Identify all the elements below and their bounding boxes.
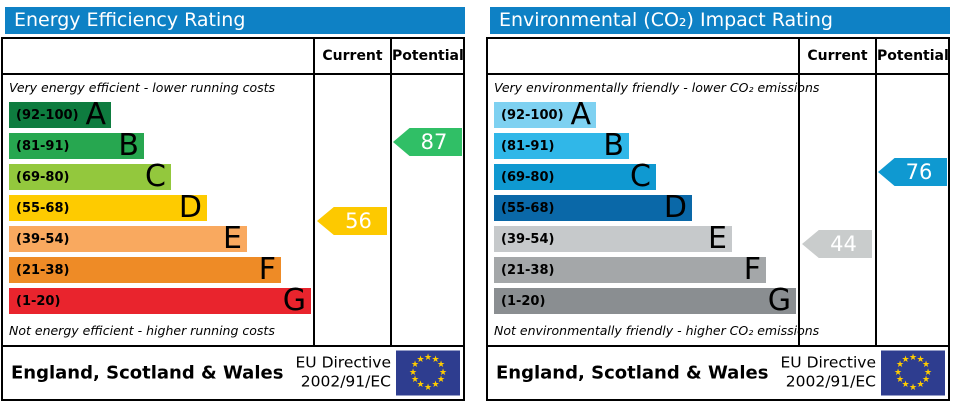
band-letter: F xyxy=(258,252,276,287)
bottom-caption: Not energy efficient - higher running co… xyxy=(9,323,275,338)
band-letter: C xyxy=(630,159,651,194)
column-header-current: Current xyxy=(807,48,868,64)
band-letter: B xyxy=(603,128,624,163)
potential-rating-arrow: 87 xyxy=(393,128,462,156)
region-label: England, Scotland & Wales xyxy=(496,362,769,384)
band-range: (69-80) xyxy=(16,169,70,185)
current-rating-value: 44 xyxy=(830,232,857,256)
potential-rating-arrow: 76 xyxy=(878,158,947,186)
eu-flag-stars-icon: ★ ★ ★ ★ ★ ★ ★ ★ ★ ★ ★ ★ xyxy=(893,352,933,393)
current-rating-arrow: 44 xyxy=(802,230,872,258)
band-range: (39-54) xyxy=(16,231,70,247)
column-divider xyxy=(875,39,877,345)
current-rating-value: 56 xyxy=(345,209,372,233)
potential-rating-value: 87 xyxy=(420,130,448,154)
band-row-a: (92-100) A xyxy=(9,97,111,132)
band-letter: E xyxy=(708,221,727,256)
top-caption: Very environmentally friendly - lower CO… xyxy=(494,80,820,95)
region-label: England, Scotland & Wales xyxy=(11,362,284,384)
panel-footer: England, Scotland & Wales EU Directive 2… xyxy=(488,347,948,399)
band-letter: A xyxy=(570,97,591,132)
band-row-f: (21-38) F xyxy=(9,252,281,287)
band-letter: F xyxy=(743,252,761,287)
band-range: (21-38) xyxy=(16,262,70,278)
band-range: (1-20) xyxy=(501,293,546,309)
panel-title: Environmental (CO₂) Impact Rating xyxy=(490,7,950,34)
band-range: (92-100) xyxy=(16,107,79,123)
band-row-e: (39-54) E xyxy=(9,221,247,256)
rating-table: Current Potential Very environmentally f… xyxy=(486,37,950,401)
eu-flag-stars-icon: ★ ★ ★ ★ ★ ★ ★ ★ ★ ★ ★ ★ xyxy=(408,352,448,393)
band-letter: B xyxy=(118,128,139,163)
band-row-d: (55-68) D xyxy=(494,190,692,225)
band-row-f: (21-38) F xyxy=(494,252,766,287)
band-row-a: (92-100) A xyxy=(494,97,596,132)
band-letter: A xyxy=(85,97,106,132)
rating-table: Current Potential Very energy efficient … xyxy=(1,37,465,401)
eu-directive-label: EU Directive 2002/91/EC xyxy=(780,353,877,391)
band-letter: G xyxy=(767,283,791,318)
band-range: (81-91) xyxy=(501,138,555,154)
band-range: (55-68) xyxy=(16,200,70,216)
band-letter: E xyxy=(223,221,242,256)
panel-footer: England, Scotland & Wales EU Directive 2… xyxy=(3,347,463,399)
footer-separator xyxy=(488,345,948,347)
band-range: (69-80) xyxy=(501,169,555,185)
band-range: (92-100) xyxy=(501,107,564,123)
band-letter: C xyxy=(145,159,166,194)
energy-efficiency-panel: Energy Efficiency Rating Current Potenti… xyxy=(1,0,465,404)
band-row-e: (39-54) E xyxy=(494,221,732,256)
panel-title: Energy Efficiency Rating xyxy=(5,7,465,34)
column-header-current: Current xyxy=(322,48,383,64)
band-row-g: (1-20) G xyxy=(9,283,311,318)
band-letter: D xyxy=(178,190,202,225)
eu-flag: ★ ★ ★ ★ ★ ★ ★ ★ ★ ★ ★ ★ xyxy=(396,350,460,396)
band-range: (39-54) xyxy=(501,231,555,247)
band-range: (21-38) xyxy=(501,262,555,278)
header-separator xyxy=(3,73,463,75)
band-range: (55-68) xyxy=(501,200,555,216)
header-separator xyxy=(488,73,948,75)
bottom-caption: Not environmentally friendly - higher CO… xyxy=(494,323,820,338)
band-row-c: (69-80) C xyxy=(9,159,171,194)
band-row-b: (81-91) B xyxy=(494,128,629,163)
band-row-d: (55-68) D xyxy=(9,190,207,225)
potential-rating-value: 76 xyxy=(905,160,933,184)
band-range: (1-20) xyxy=(16,293,61,309)
band-row-g: (1-20) G xyxy=(494,283,796,318)
band-letter: D xyxy=(663,190,687,225)
column-header-potential: Potential xyxy=(877,48,949,64)
band-range: (81-91) xyxy=(16,138,70,154)
column-divider xyxy=(313,39,315,345)
band-row-c: (69-80) C xyxy=(494,159,656,194)
eu-flag: ★ ★ ★ ★ ★ ★ ★ ★ ★ ★ ★ ★ xyxy=(881,350,945,396)
column-header-potential: Potential xyxy=(392,48,464,64)
eu-directive-label: EU Directive 2002/91/EC xyxy=(295,353,392,391)
footer-separator xyxy=(3,345,463,347)
band-letter: G xyxy=(282,283,306,318)
band-row-b: (81-91) B xyxy=(9,128,144,163)
current-rating-arrow: 56 xyxy=(317,207,387,235)
column-divider xyxy=(798,39,800,345)
column-divider xyxy=(390,39,392,345)
top-caption: Very energy efficient - lower running co… xyxy=(9,80,276,95)
environmental-impact-panel: Environmental (CO₂) Impact Rating Curren… xyxy=(486,0,950,404)
